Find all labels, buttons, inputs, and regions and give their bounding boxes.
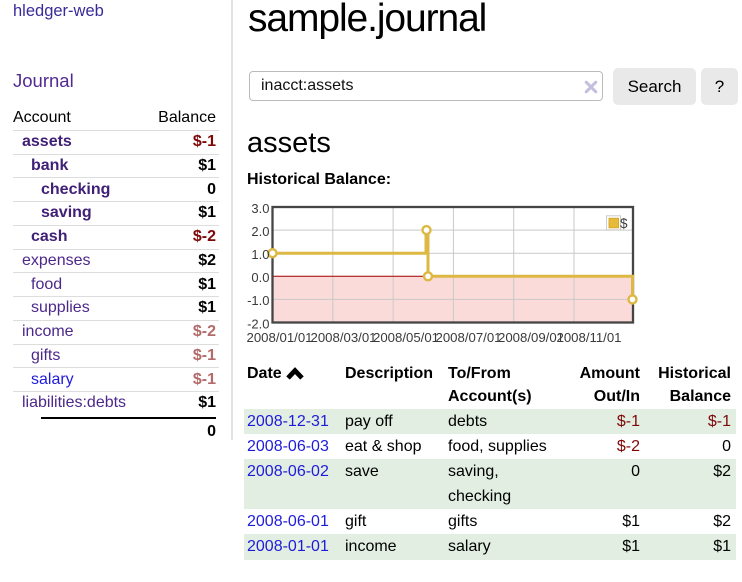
svg-text:2008/07/01: 2008/07/01	[435, 330, 501, 345]
svg-text:2008/09/01: 2008/09/01	[498, 330, 564, 345]
svg-text:2008/01/01: 2008/01/01	[246, 330, 312, 345]
svg-text:2.0: 2.0	[251, 224, 269, 239]
svg-text:$: $	[620, 216, 628, 231]
svg-text:-1.0: -1.0	[247, 293, 269, 308]
svg-text:1.0: 1.0	[251, 247, 269, 262]
svg-text:2008/03/01: 2008/03/01	[310, 330, 376, 345]
svg-text:-2.0: -2.0	[247, 317, 269, 332]
svg-text:0.0: 0.0	[251, 270, 269, 285]
svg-text:2008/05/01: 2008/05/01	[373, 330, 439, 345]
svg-text:3.0: 3.0	[251, 201, 269, 216]
svg-text:2008/11/01: 2008/11/01	[556, 330, 621, 345]
